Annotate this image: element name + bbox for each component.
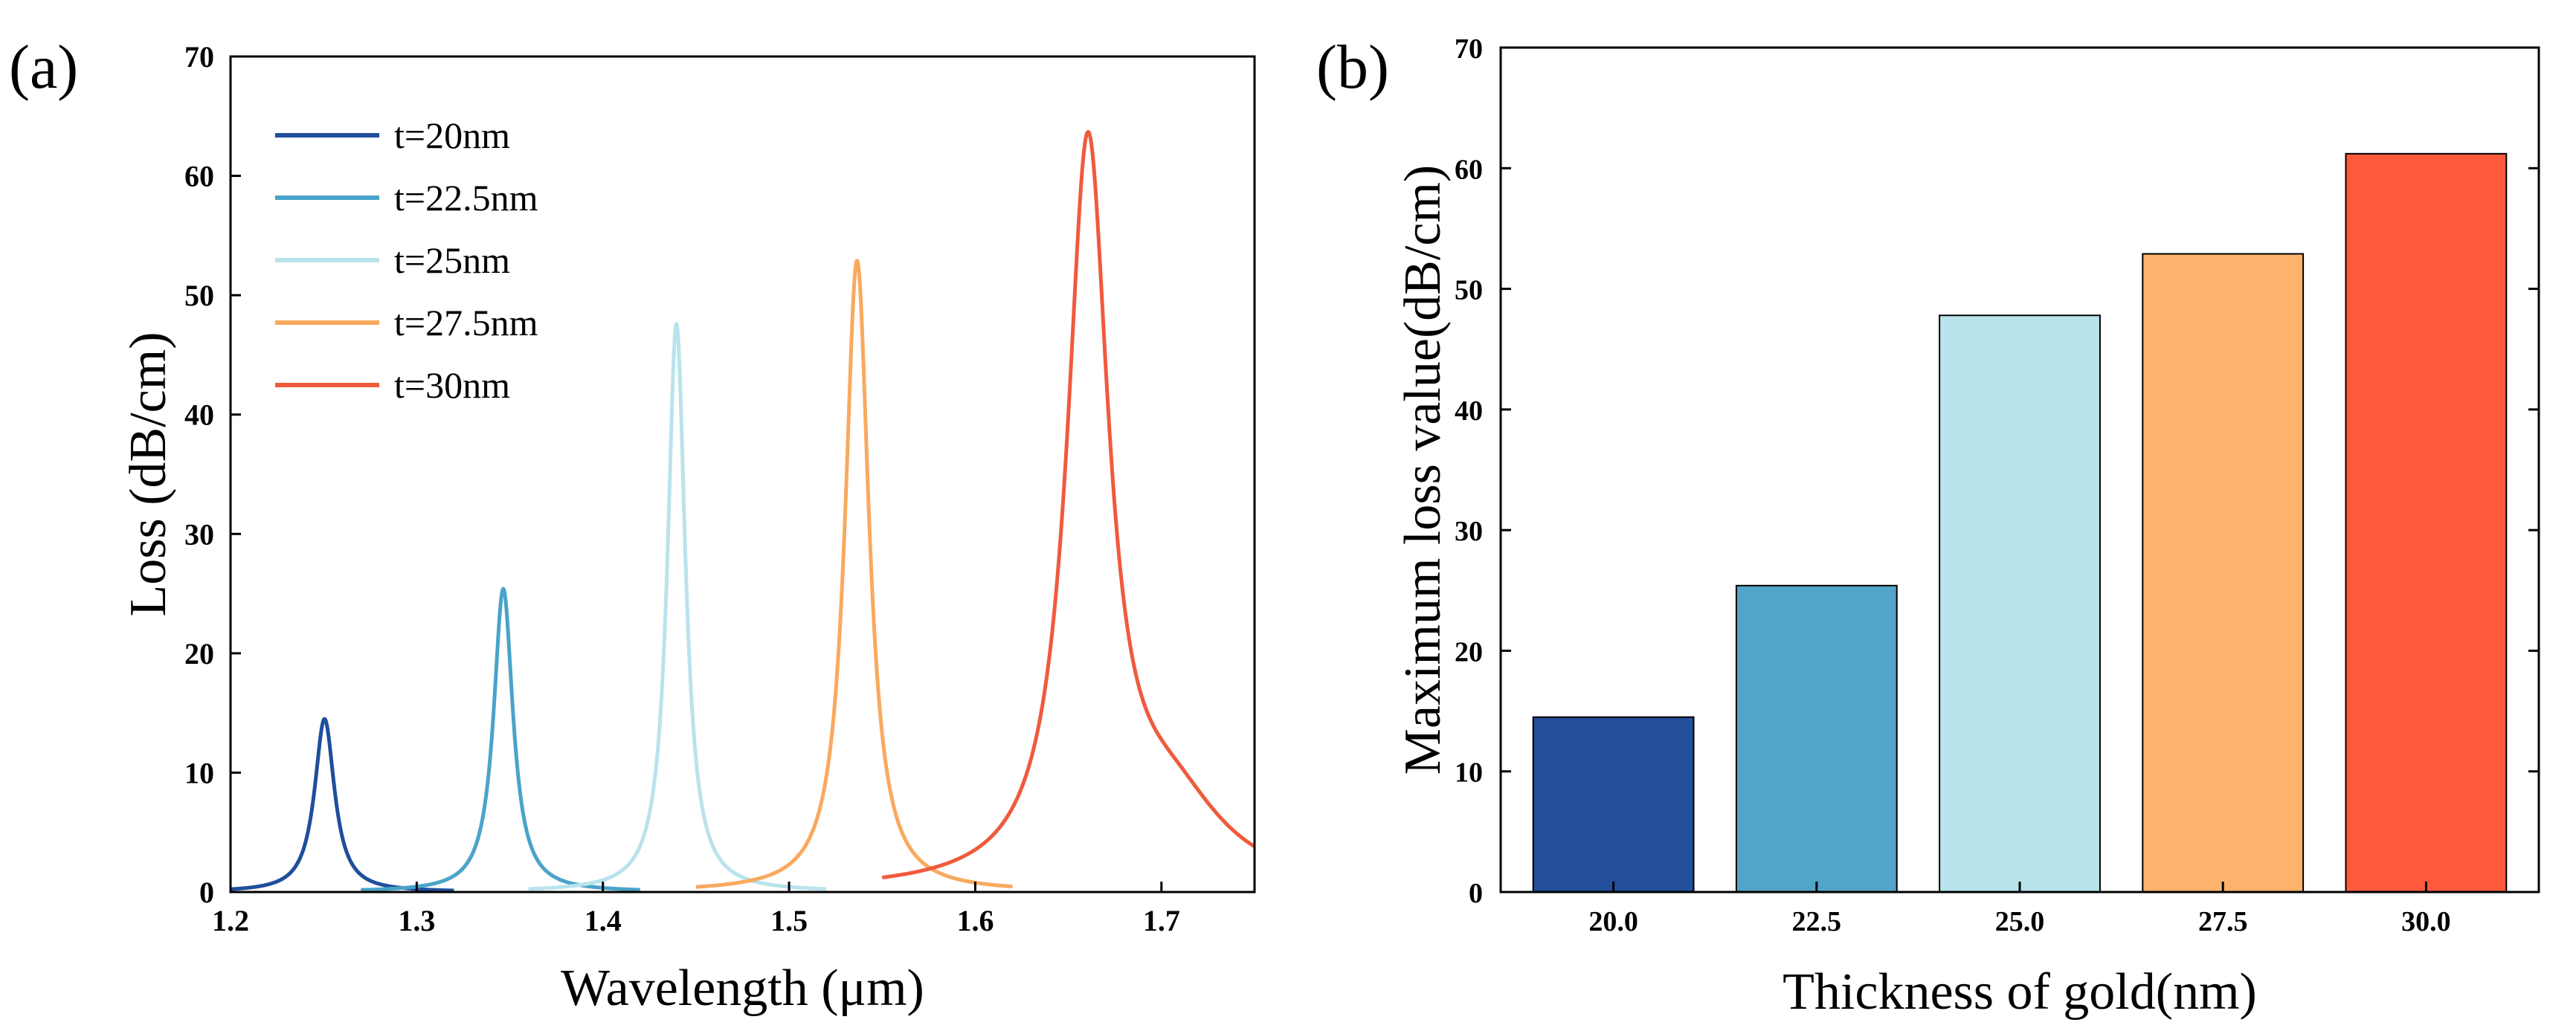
legend-label: t=25nm — [394, 239, 510, 281]
panel-a-line-chart: (a) 1.2 1.3 1.4 1.5 1.6 1.7 0 10 20 30 40 50 60 70 t=… — [9, 33, 1256, 1017]
x-tick-label-a: 1.3 — [398, 904, 435, 937]
series-line-t=27.5nm — [695, 259, 1014, 889]
x-axis-title-a: Wavelength (μm) — [561, 960, 924, 1017]
x-tick-label-a: 1.5 — [770, 904, 808, 937]
legend-label: t=30nm — [394, 364, 510, 406]
series-line-t=25nm — [527, 322, 828, 891]
panel-label-a: (a) — [9, 33, 78, 102]
y-tick-label-a: 60 — [184, 160, 214, 193]
bar-20.0 — [1532, 716, 1695, 894]
panel-label-b: (b) — [1316, 33, 1389, 102]
y-axis-title-a: Loss (dB/cm) — [120, 332, 177, 616]
y-tick-label-a: 20 — [184, 637, 214, 671]
y-tick-label-b: 70 — [1455, 33, 1483, 65]
y-tick-label-a: 70 — [184, 40, 214, 74]
y-tick-label-b: 50 — [1455, 275, 1483, 306]
y-tick-label-b: 30 — [1455, 516, 1483, 547]
x-tick-label-a: 1.6 — [956, 904, 994, 937]
loss-line-plot — [228, 129, 1256, 893]
legend-label: t=27.5nm — [394, 302, 538, 343]
bar-22.5 — [1735, 584, 1898, 894]
series-line-t=30nm — [880, 129, 1256, 879]
y-tick-label-b: 60 — [1455, 154, 1483, 185]
y-axis-title-b: Maximum loss value(dB/cm) — [1394, 165, 1452, 775]
x-axis-title-b: Thickness of gold(nm) — [1783, 963, 2257, 1021]
series-line-t=20nm — [228, 717, 456, 893]
series-line-t=22.5nm — [359, 587, 642, 892]
axes-b: 0 10 20 30 40 50 60 70 20.0 22.5 25.0 27.5 30.0 — [1455, 33, 2539, 937]
bar-25.0 — [1939, 314, 2101, 893]
y-tick-label-b: 0 — [1469, 878, 1483, 909]
y-tick-label-a: 30 — [184, 517, 214, 551]
legend-label: t=22.5nm — [394, 177, 538, 219]
y-tick-label-a: 0 — [199, 876, 214, 909]
x-tick-label-b: 30.0 — [2401, 906, 2451, 937]
legend-label: t=20nm — [394, 114, 510, 156]
x-tick-label-a: 1.7 — [1143, 904, 1180, 937]
x-tick-label-a: 1.4 — [585, 904, 622, 937]
x-tick-label-b: 22.5 — [1792, 906, 1842, 937]
y-tick-label-a: 50 — [184, 279, 214, 312]
y-tick-label-b: 40 — [1455, 395, 1483, 427]
plot-frame-a — [229, 55, 1256, 894]
axes-a: 1.2 1.3 1.4 1.5 1.6 1.7 0 10 20 30 40 50 60 70 — [184, 40, 1180, 937]
bar-27.5 — [2142, 253, 2305, 894]
x-tick-label-b: 27.5 — [2198, 906, 2248, 937]
y-tick-label-a: 10 — [184, 756, 214, 789]
x-tick-label-b: 20.0 — [1588, 906, 1638, 937]
x-tick-label-b: 25.0 — [1995, 906, 2045, 937]
y-tick-label-b: 20 — [1455, 636, 1483, 668]
x-tick-label-a: 1.2 — [212, 904, 249, 937]
legend-a: t=20nm t=22.5nm t=25nm t=27.5nm t=30nm — [275, 114, 538, 406]
bar-30.0 — [2345, 152, 2508, 894]
y-tick-label-a: 40 — [184, 398, 214, 432]
bar-plot — [1532, 152, 2508, 894]
y-tick-label-b: 10 — [1455, 757, 1483, 789]
